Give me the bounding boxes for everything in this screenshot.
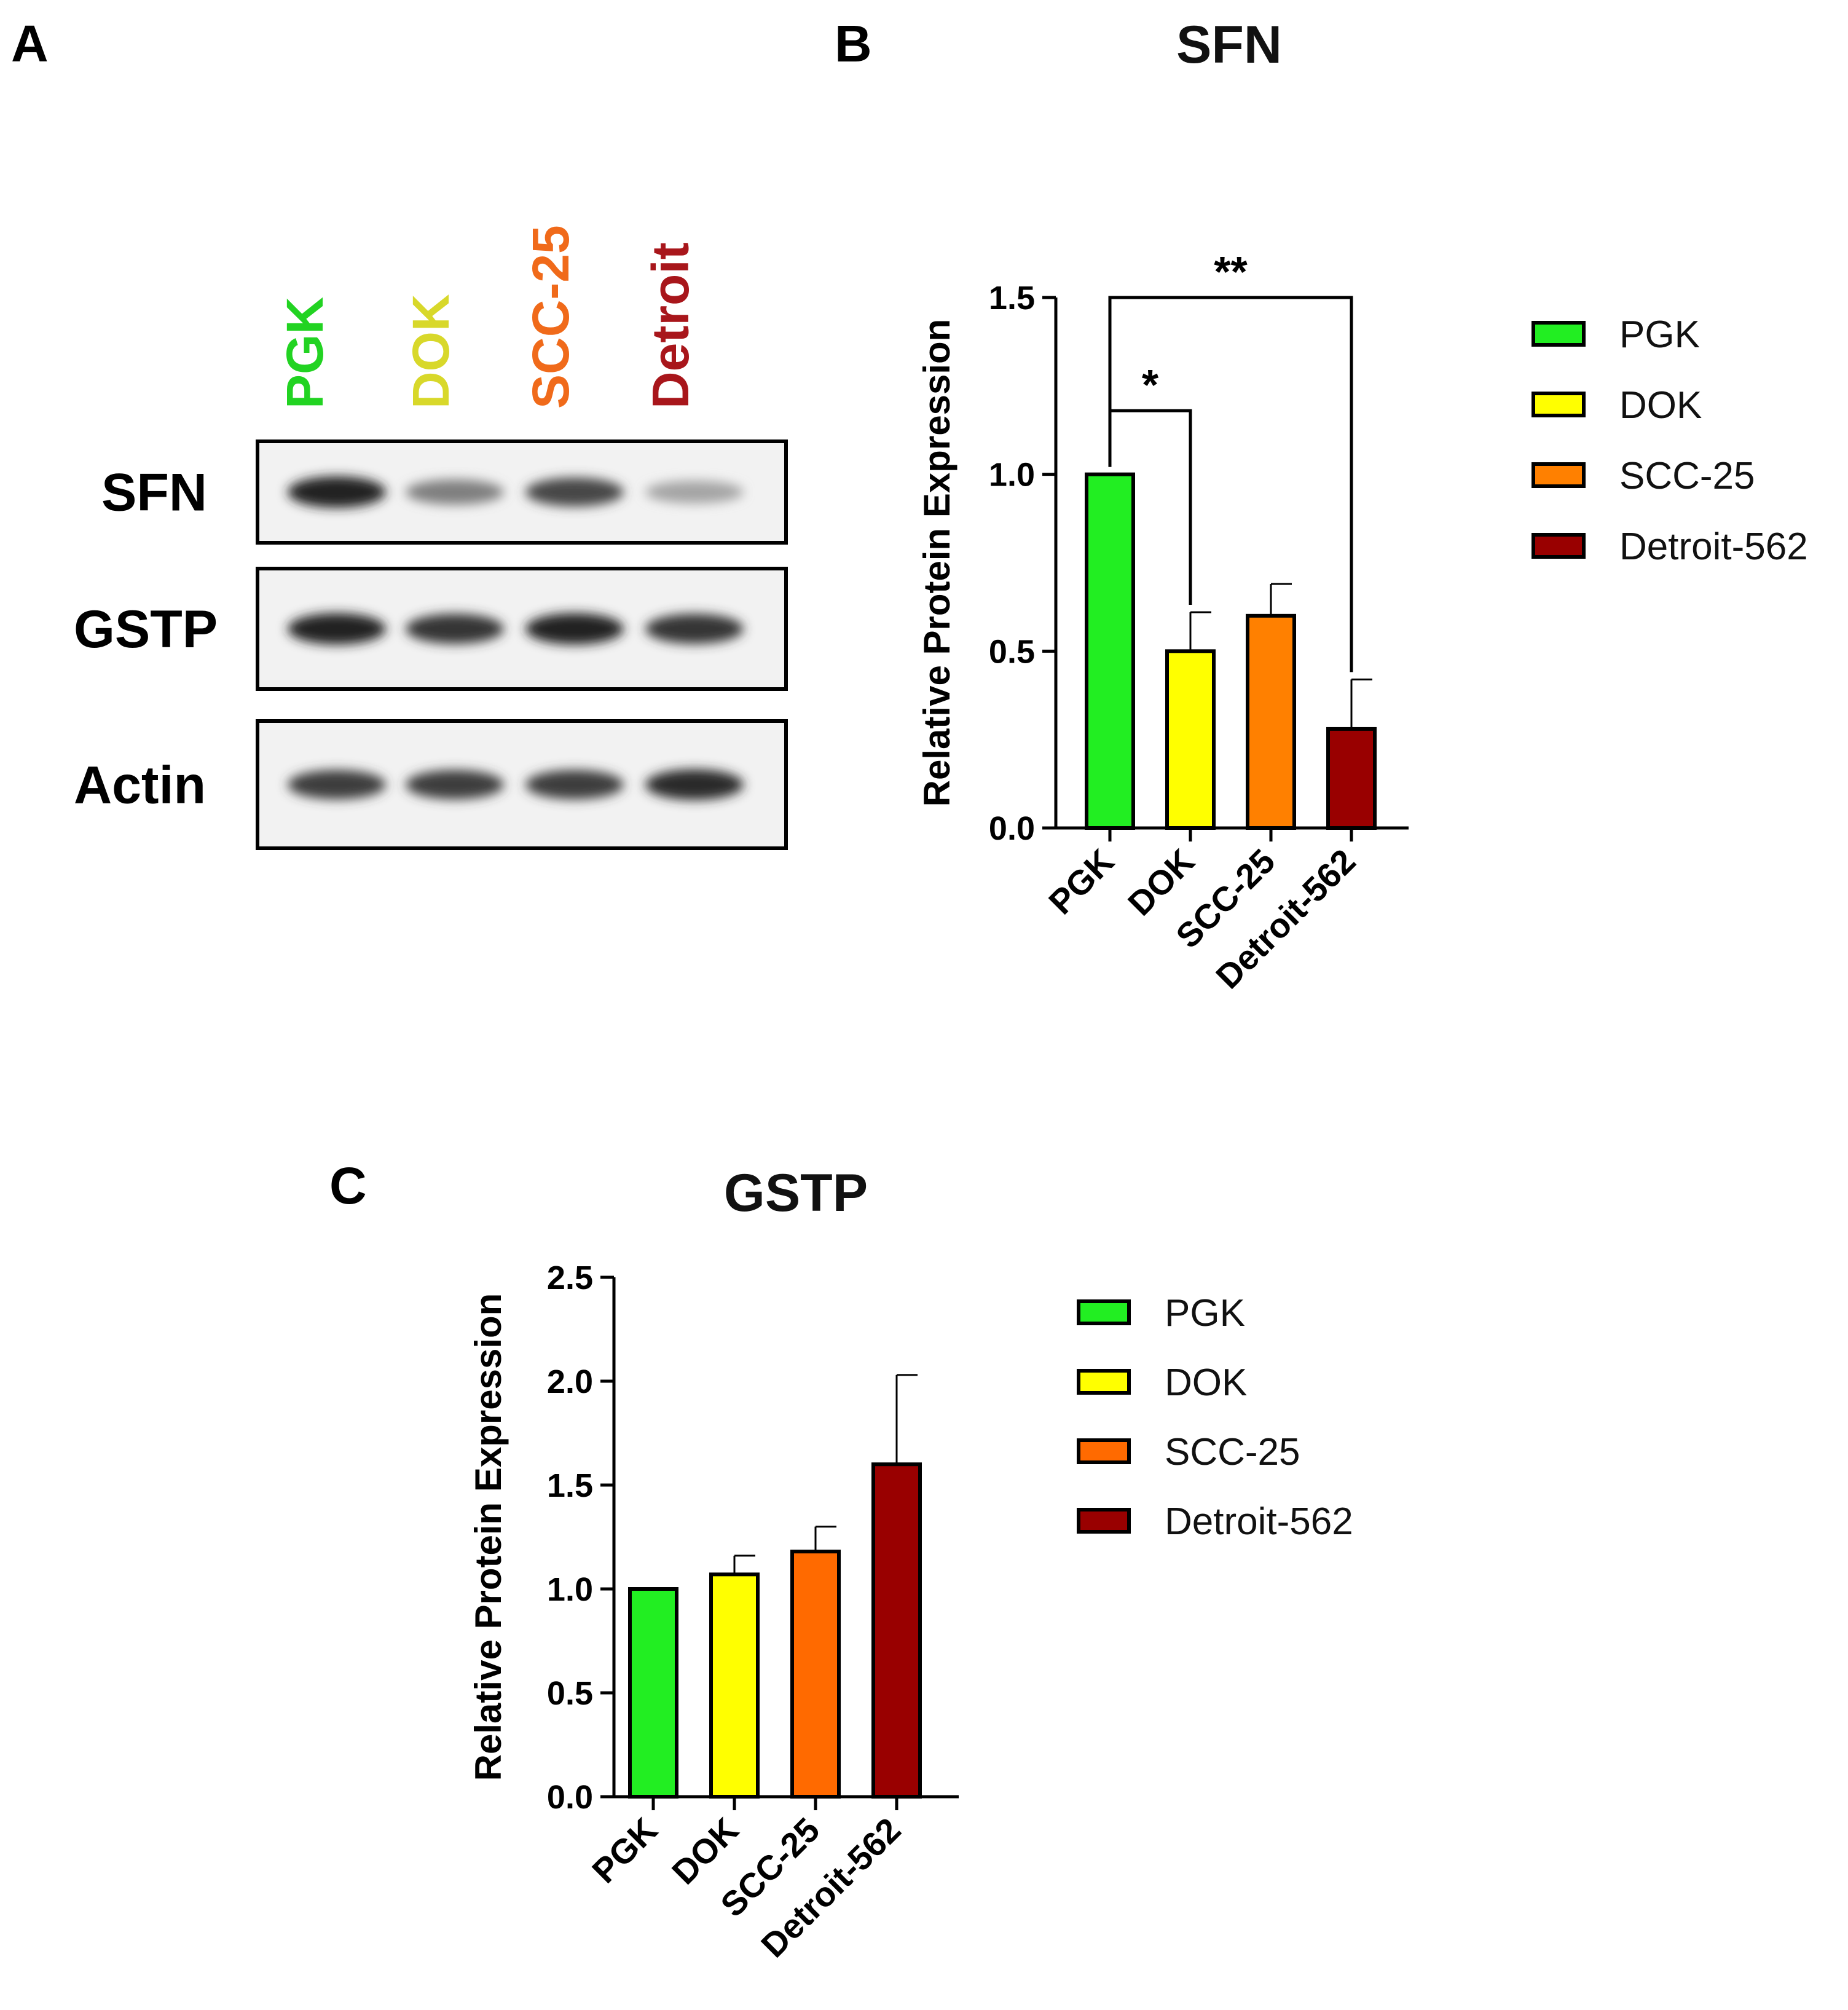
legend-swatch-dok bbox=[1077, 1369, 1131, 1395]
legend-swatch-scc-25 bbox=[1531, 462, 1586, 488]
legend-label-scc-25: SCC-25 bbox=[1619, 455, 1755, 497]
y-axis-label: Relative Protein Expression bbox=[468, 1293, 509, 1781]
y-tick-label: 1.0 bbox=[547, 1571, 593, 1608]
y-tick-label: 2.5 bbox=[547, 1259, 593, 1296]
significance-label: ** bbox=[1214, 248, 1248, 296]
blot-band bbox=[525, 478, 624, 506]
x-tick-label-pgk: PGK bbox=[584, 1810, 664, 1890]
legend-label-detroit-562: Detroit-562 bbox=[1165, 1500, 1353, 1543]
row-label-actin: Actin bbox=[74, 756, 206, 815]
bar-pgk bbox=[628, 1587, 678, 1799]
y-tick-label: 1.5 bbox=[547, 1467, 593, 1504]
gstp-chart: GSTP 0.0 0.5 1.0 1.5 2.0 2.5 Relative Protein E… bbox=[468, 1164, 1353, 1965]
y-tick-label: 0.0 bbox=[547, 1779, 593, 1816]
blot-band bbox=[406, 479, 504, 505]
blot-band bbox=[288, 613, 386, 645]
bar-dok bbox=[709, 1572, 760, 1799]
y-tick-label: 0.0 bbox=[989, 810, 1035, 847]
blot-band bbox=[645, 769, 744, 800]
significance-bracket bbox=[1108, 296, 1353, 672]
blot-band bbox=[525, 613, 624, 645]
panel-letter-c: C bbox=[329, 1157, 367, 1215]
blot-band bbox=[645, 613, 744, 644]
lane-label-detroit: Detroit bbox=[642, 242, 699, 409]
legend-label-pgk: PGK bbox=[1165, 1292, 1245, 1334]
lane-label-pgk: PGK bbox=[276, 297, 334, 409]
y-tick-label: 2.0 bbox=[547, 1363, 593, 1400]
bar-dok bbox=[1165, 649, 1216, 830]
legend-label-scc-25: SCC-25 bbox=[1165, 1431, 1300, 1473]
blot-band bbox=[406, 613, 504, 644]
lane-label-scc-25: SCC-25 bbox=[522, 225, 580, 409]
legend-label-dok: DOK bbox=[1165, 1362, 1247, 1404]
legend-label-pgk: PGK bbox=[1619, 313, 1700, 356]
y-tick-label: 1.5 bbox=[989, 280, 1035, 317]
panel-letter-a: A bbox=[11, 15, 49, 73]
western-blot: PGK DOK SCC-25 Detroit SFN GSTP Actin bbox=[74, 225, 788, 850]
sfn-chart: SFN 0.0 0.5 1.0 1.5 Relative Protein Expressi… bbox=[916, 15, 1808, 996]
chart-title: GSTP bbox=[724, 1164, 868, 1223]
blot-band bbox=[406, 770, 504, 800]
bar-scc-25 bbox=[790, 1550, 841, 1799]
blot-band bbox=[645, 481, 744, 503]
bar-detroit-562 bbox=[871, 1462, 922, 1799]
bar-pgk bbox=[1085, 472, 1135, 830]
blot-band bbox=[288, 770, 386, 800]
panel-letter-b: B bbox=[835, 15, 872, 73]
chart-title: SFN bbox=[1176, 15, 1282, 74]
row-label-gstp: GSTP bbox=[74, 600, 218, 659]
legend-label-dok: DOK bbox=[1619, 384, 1702, 427]
y-axis-label: Relative Protein Expression bbox=[916, 319, 957, 807]
legend-swatch-scc-25 bbox=[1077, 1438, 1131, 1464]
bar-detroit-562 bbox=[1326, 727, 1377, 830]
significance-label: * bbox=[1142, 361, 1159, 409]
blot-band bbox=[288, 476, 386, 508]
y-tick-label: 0.5 bbox=[989, 633, 1035, 670]
legend-swatch-detroit-562 bbox=[1531, 533, 1586, 559]
legend-swatch-detroit-562 bbox=[1077, 1508, 1131, 1534]
y-tick-label: 0.5 bbox=[547, 1675, 593, 1712]
lane-label-dok: DOK bbox=[402, 294, 460, 409]
legend-swatch-pgk bbox=[1077, 1299, 1131, 1325]
legend-label-detroit-562: Detroit-562 bbox=[1619, 526, 1808, 568]
bar-scc-25 bbox=[1246, 613, 1296, 830]
legend-swatch-pgk bbox=[1531, 321, 1586, 347]
blot-band bbox=[525, 770, 624, 800]
row-label-sfn: SFN bbox=[101, 463, 207, 522]
x-tick-label-pgk: PGK bbox=[1041, 841, 1121, 921]
legend-swatch-dok bbox=[1531, 392, 1586, 417]
y-tick-label: 1.0 bbox=[989, 457, 1035, 494]
